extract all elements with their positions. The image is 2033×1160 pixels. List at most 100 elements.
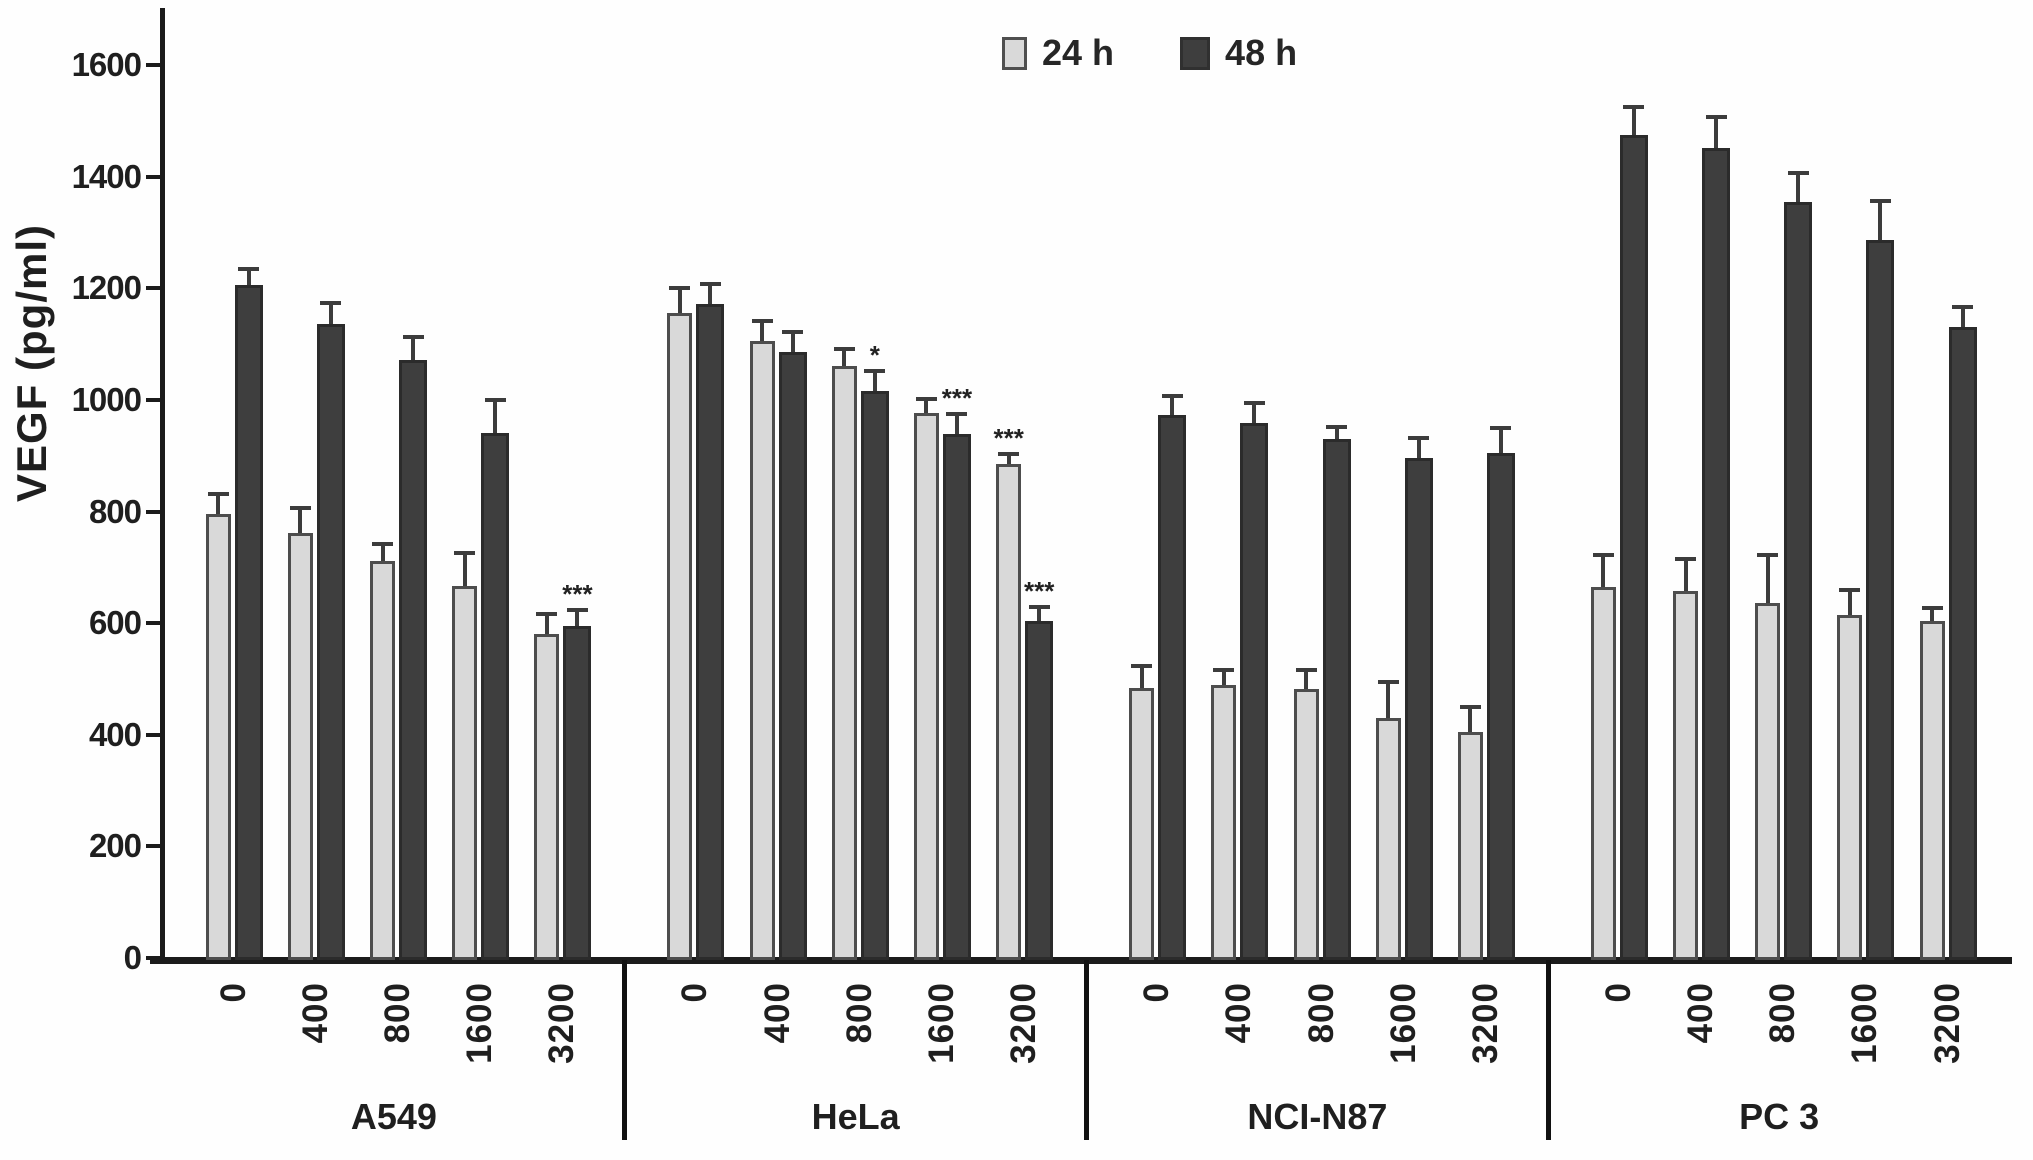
group-separator (1545, 960, 1551, 1140)
bar-48h (778, 351, 807, 960)
error-bar-cap (1490, 426, 1512, 431)
bar-24h (1375, 717, 1401, 960)
error-bar-cap (1839, 588, 1861, 593)
error-bar-cap (1952, 304, 1974, 309)
error-bar-stem (1037, 606, 1042, 621)
bar-48h (1025, 620, 1054, 960)
x-tick-label: 800 (839, 982, 879, 1044)
error-bar-stem (493, 400, 498, 433)
error-bar-stem (328, 302, 333, 324)
error-bar-cap (1869, 199, 1891, 204)
bar-24h (749, 340, 775, 960)
bar-48h (1240, 422, 1269, 960)
sig-marker: *** (941, 382, 973, 413)
error-bar-stem (1416, 438, 1421, 458)
legend-label-48h: 48 h (1225, 32, 1298, 73)
error-bar-cap (669, 285, 691, 290)
error-bar-stem (1601, 555, 1606, 588)
bar-48h (1948, 326, 1977, 960)
bar-24h (831, 365, 857, 960)
y-tick-mark (146, 63, 163, 68)
error-bar-stem (760, 321, 765, 341)
bar-48h (1322, 439, 1351, 960)
sig-marker: *** (1023, 575, 1055, 606)
x-tick-label: 1600 (1383, 982, 1423, 1064)
error-bar-stem (677, 287, 682, 313)
bar-24h (1673, 590, 1699, 960)
x-tick-label: 3200 (1927, 982, 1967, 1064)
y-tick-label: 200 (88, 827, 142, 865)
legend-swatch-48h (1180, 36, 1211, 70)
y-tick-label: 1000 (71, 381, 142, 418)
error-bar-stem (1930, 608, 1935, 621)
error-bar-cap (833, 346, 855, 351)
error-bar-stem (1796, 173, 1801, 203)
bar-48h (1784, 202, 1813, 960)
bar-24h (1457, 731, 1483, 960)
y-tick-label: 1600 (71, 46, 142, 84)
sig-marker: * (869, 339, 880, 370)
error-bar-cap (484, 398, 506, 403)
error-bar-stem (1714, 117, 1719, 149)
sig-marker: *** (562, 578, 593, 609)
error-bar-cap (536, 612, 558, 617)
error-bar-stem (298, 508, 303, 534)
error-bar-stem (1221, 669, 1226, 686)
error-bar-stem (380, 544, 385, 562)
bar-24h (1590, 587, 1616, 960)
error-bar-stem (216, 494, 221, 514)
error-bar-cap (1131, 663, 1153, 668)
error-bar-stem (411, 336, 415, 361)
error-bar-stem (462, 552, 467, 587)
bar-24h (1129, 688, 1155, 960)
bar-48h (860, 390, 889, 960)
error-bar-cap (289, 506, 311, 511)
bar-24h (205, 513, 231, 960)
error-bar-stem (872, 370, 877, 391)
error-bar-cap (751, 319, 773, 324)
legend: 24 h 48 h (1002, 32, 1297, 74)
group-separator (622, 960, 628, 1140)
x-tick-label: 400 (1219, 982, 1259, 1044)
error-bar-cap (699, 282, 721, 287)
x-tick-label: 3200 (542, 982, 582, 1064)
y-tick-label: 400 (88, 715, 142, 753)
x-tick-label: 1600 (460, 982, 500, 1064)
x-tick-label: 800 (1763, 982, 1803, 1044)
error-bar-stem (842, 348, 847, 366)
y-axis-line (160, 8, 165, 964)
error-bar-cap (864, 368, 886, 373)
error-bar-cap (1705, 115, 1727, 120)
error-bar-cap (946, 411, 968, 416)
error-bar-stem (1304, 669, 1308, 690)
error-bar-stem (924, 399, 929, 414)
bar-48h (942, 433, 971, 960)
y-tick-mark (146, 621, 163, 626)
bar-24h (534, 633, 560, 960)
error-bar-cap (1161, 393, 1183, 398)
bar-24h (996, 464, 1022, 960)
bar-24h (667, 312, 693, 960)
error-bar-cap (207, 492, 229, 497)
error-bar-stem (1631, 107, 1636, 136)
group-label: NCI-N87 (1247, 1096, 1388, 1137)
error-bar-stem (1847, 590, 1852, 616)
bar-24h (1755, 602, 1781, 960)
y-tick-mark (146, 732, 163, 737)
error-bar-stem (1765, 555, 1770, 603)
error-bar-cap (320, 300, 342, 305)
bar-48h (1619, 135, 1648, 960)
group-label: A549 (350, 1096, 437, 1137)
x-tick-label: 400 (757, 982, 797, 1044)
bar-48h (234, 284, 263, 960)
x-tick-label: 1600 (1845, 982, 1885, 1064)
bar-24h (370, 561, 395, 960)
sig-marker: *** (993, 423, 1024, 454)
x-tick-label: 800 (378, 982, 417, 1044)
x-tick-label: 1600 (921, 982, 961, 1064)
error-bar-cap (1028, 604, 1050, 609)
group-label: HeLa (811, 1096, 900, 1137)
bar-48h (316, 323, 345, 960)
x-tick-label: 3200 (1465, 982, 1505, 1064)
